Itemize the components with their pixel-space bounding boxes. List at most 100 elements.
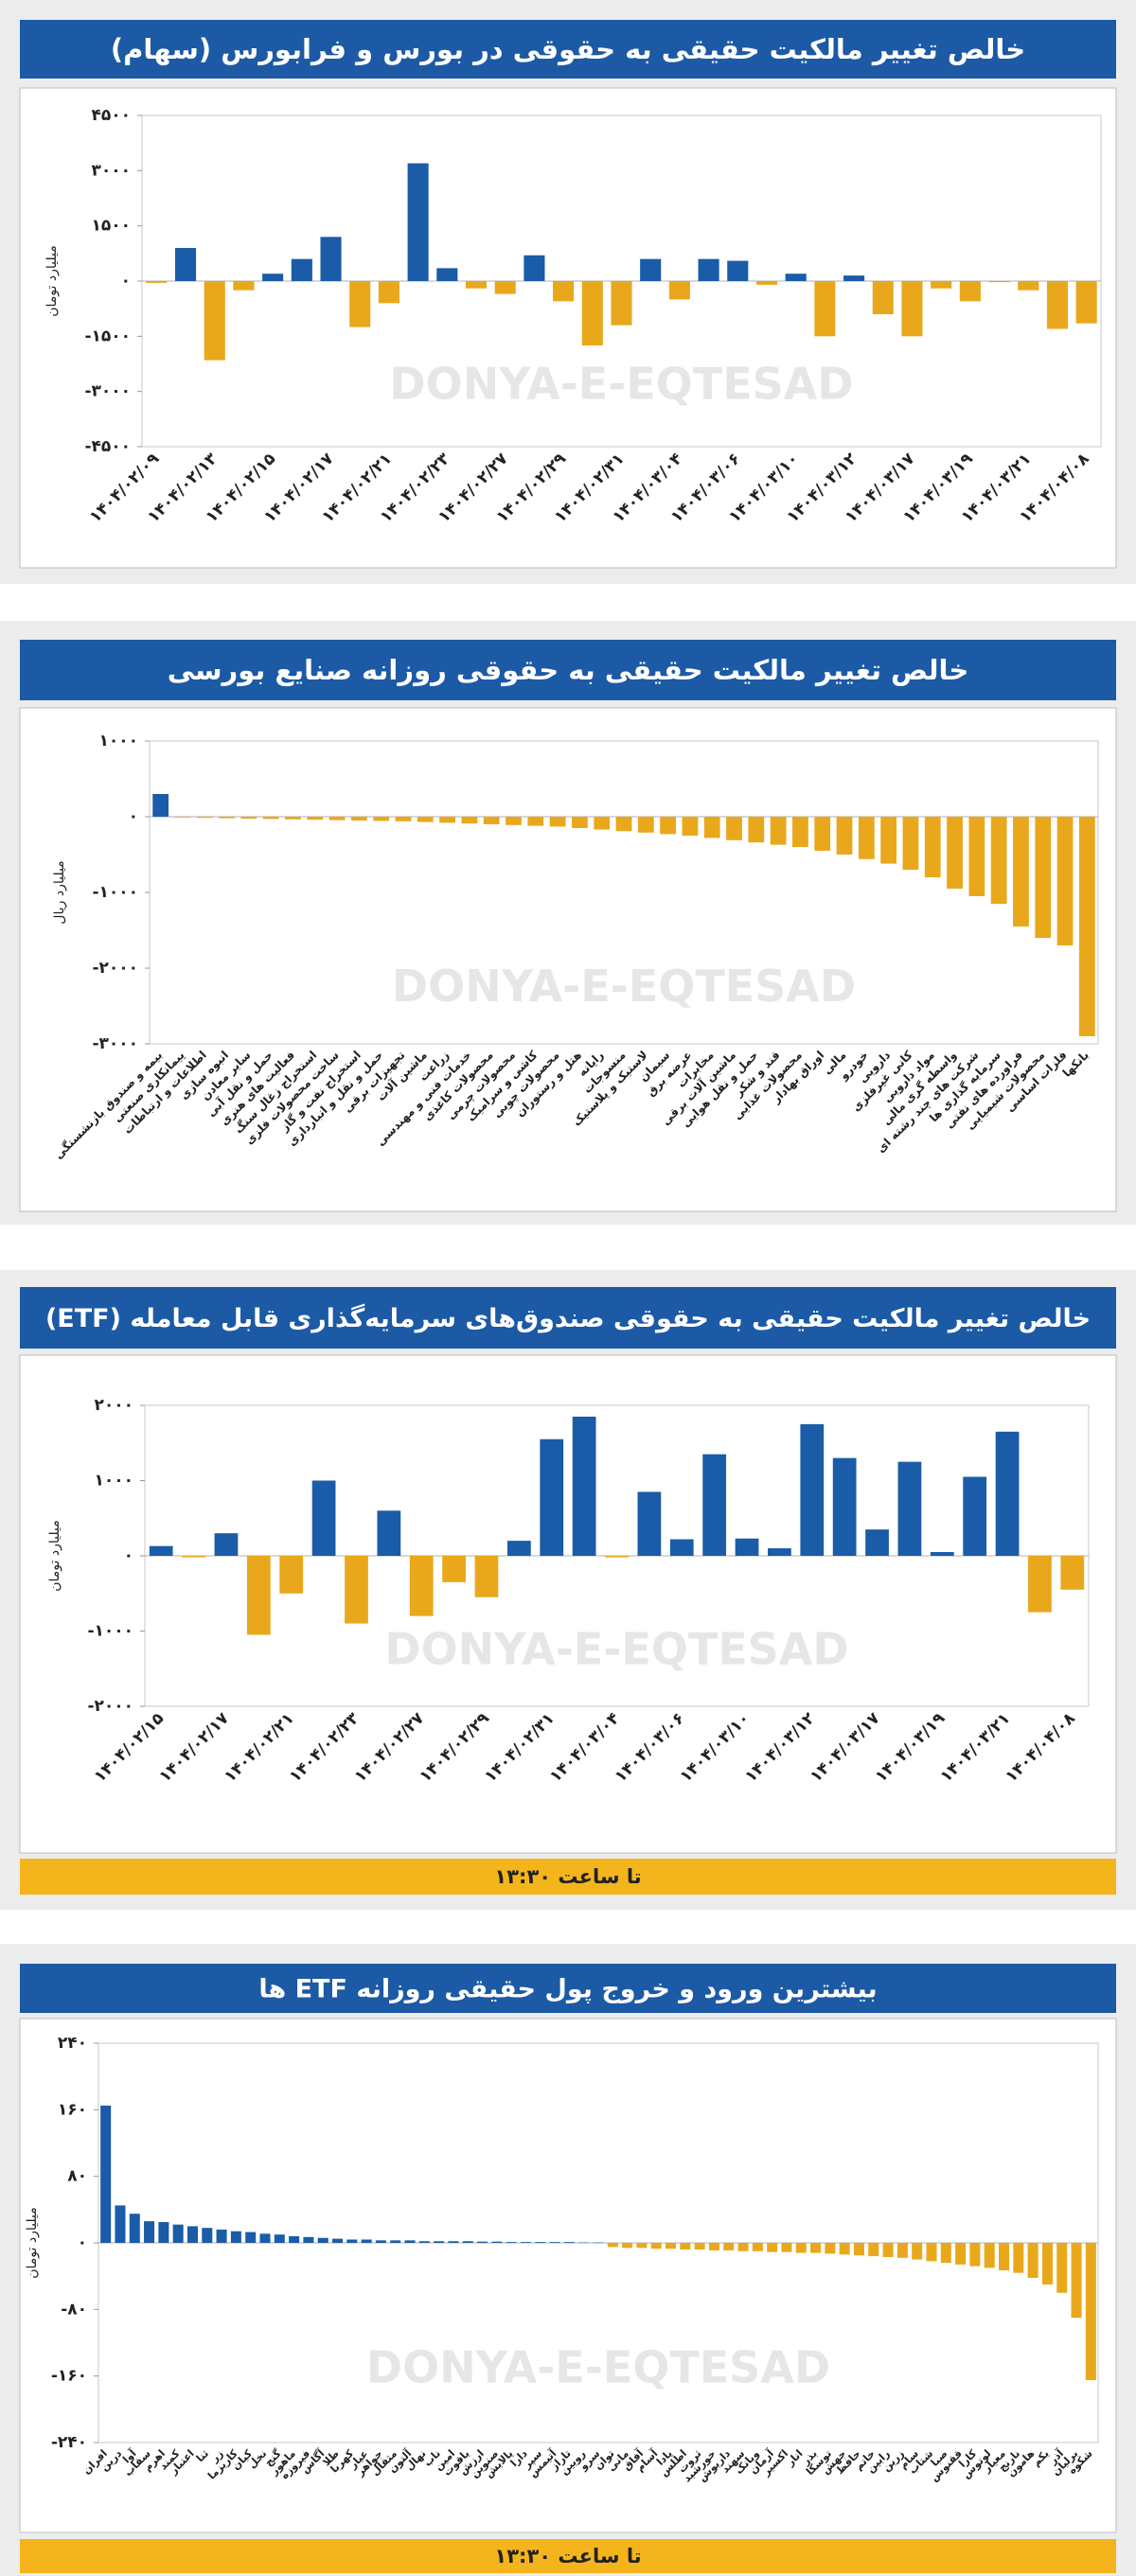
bar [896, 2243, 908, 2258]
bar [196, 817, 213, 819]
bar [158, 2222, 169, 2243]
bar [186, 2226, 198, 2243]
title-bar [20, 1964, 1116, 2013]
bar [795, 2243, 807, 2253]
bar [262, 273, 284, 281]
bar [1075, 281, 1097, 324]
bar [682, 817, 699, 836]
bar [477, 2241, 488, 2243]
bar [703, 817, 720, 838]
bar [1056, 817, 1074, 945]
bar [240, 817, 257, 819]
bar [581, 281, 603, 346]
bar [202, 2228, 213, 2243]
bar [968, 817, 985, 896]
bar [897, 1461, 922, 1556]
bar [549, 817, 566, 827]
y-tick-label: -۲۰۰۰ [87, 1697, 133, 1716]
bar [350, 817, 367, 820]
bar [785, 273, 807, 281]
bar [1078, 817, 1095, 1036]
bar [172, 2224, 184, 2243]
bar [346, 2239, 358, 2243]
bar [1013, 817, 1029, 926]
bar [814, 281, 836, 337]
bar [858, 817, 875, 859]
bar [144, 2221, 155, 2243]
bar [377, 1510, 401, 1556]
bar [524, 255, 545, 281]
bar [303, 2236, 314, 2243]
bar [494, 281, 516, 294]
bar [755, 281, 778, 285]
y-tick-label: ۸۰ [67, 2167, 87, 2186]
bar [474, 1556, 499, 1597]
bar [549, 2242, 560, 2243]
bar [404, 2240, 416, 2243]
bar [660, 817, 676, 835]
y-tick-label: ۲۰۰۰ [94, 1396, 133, 1415]
bar [959, 281, 981, 302]
bar [1027, 2243, 1038, 2278]
bar [506, 2242, 517, 2243]
bar [1056, 2243, 1068, 2293]
bar [572, 1416, 596, 1556]
bar [461, 817, 478, 824]
bar [680, 2243, 691, 2250]
bar [768, 1548, 791, 1556]
bar [506, 1541, 531, 1556]
bar [735, 1538, 759, 1556]
footer-note: تا ساعت ۱۳:۳۰ [494, 2545, 641, 2567]
bar [668, 281, 690, 300]
y-tick-label: ۴۵۰۰ [91, 106, 131, 125]
bar [434, 2241, 445, 2243]
bar [233, 281, 255, 291]
watermark: DONYA-E-EQTESAD [389, 359, 853, 410]
y-tick-label: ۰ [78, 2233, 87, 2252]
y-axis-title: میلیارد تومان [44, 245, 60, 316]
bar [279, 1556, 304, 1594]
bar [1041, 2243, 1053, 2285]
bar [800, 1423, 825, 1556]
bar [115, 2205, 126, 2243]
title-bar [20, 20, 1116, 79]
bar [152, 794, 169, 817]
bar [767, 2243, 778, 2252]
y-tick-label: -۱۰۰۰ [92, 883, 138, 902]
bar [535, 2242, 546, 2243]
y-tick-label: ۰ [129, 807, 138, 826]
bar [483, 817, 500, 824]
bar [999, 2243, 1010, 2271]
bar [442, 1556, 466, 1582]
bar [902, 817, 919, 870]
bar [607, 2243, 618, 2248]
bar [726, 817, 742, 840]
y-tick-label: -۱۵۰۰ [84, 326, 131, 345]
bar [291, 258, 312, 281]
bar [727, 260, 749, 281]
chart-box [19, 2018, 1117, 2533]
bar [262, 817, 279, 820]
bar [955, 2243, 967, 2265]
bar [462, 2241, 473, 2243]
bar [259, 2233, 271, 2243]
bar [930, 1552, 954, 1556]
y-tick-label: ۱۶۰ [58, 2100, 87, 2119]
bar [407, 163, 429, 281]
bar [390, 2240, 401, 2243]
bar [418, 2241, 430, 2243]
bar [216, 2229, 227, 2243]
bar [345, 1556, 368, 1624]
y-tick-label: -۲۰۰۰ [92, 959, 138, 978]
chart-title: خالص تغییر مالکیت حقیقی به حقوقی روزانه … [168, 654, 969, 686]
bar [615, 817, 632, 832]
bar [810, 2243, 822, 2253]
y-tick-label: ۱۰۰۰ [98, 732, 138, 750]
bar [129, 2214, 140, 2243]
bar [214, 1533, 239, 1556]
bar [1085, 2243, 1096, 2381]
watermark: DONYA-E-EQTESAD [384, 1623, 848, 1674]
bar [230, 2231, 241, 2243]
bar [880, 817, 897, 864]
